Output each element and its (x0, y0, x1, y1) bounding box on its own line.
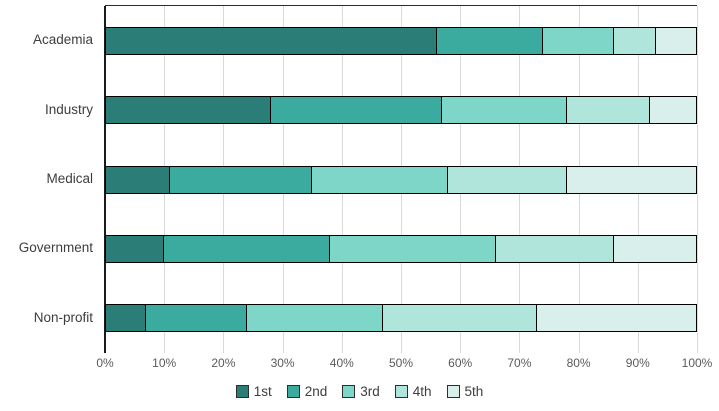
x-tick-label: 80% (566, 356, 591, 370)
stacked-bar-government (105, 234, 697, 263)
x-tick-label: 40% (329, 356, 354, 370)
legend-label: 4th (412, 383, 432, 399)
x-tick-label: 70% (507, 356, 532, 370)
bar-segment-1st (105, 304, 147, 333)
bar-segment-5th (566, 165, 697, 194)
bar-segment-3rd (329, 234, 496, 263)
bar-segment-1st (105, 234, 165, 263)
bar-segment-4th (448, 165, 567, 194)
legend-label: 1st (253, 383, 272, 399)
bar-segment-5th (614, 234, 697, 263)
bar-segment-1st (105, 165, 171, 194)
legend-label: 2nd (304, 383, 328, 399)
x-axis-ticks: 0% 10% 20% 30% 40% 50% 60% 70% 80% 90% 100% (96, 356, 712, 374)
plot-area (104, 5, 698, 353)
stacked-bar-industry (105, 96, 697, 125)
x-tick-label: 60% (448, 356, 473, 370)
bar-segment-3rd (247, 304, 384, 333)
category-label: Industry (44, 101, 93, 117)
bar-segment-4th (495, 234, 615, 263)
bar-segment-2nd (164, 234, 330, 263)
bar-segment-2nd (170, 165, 313, 194)
bar-segment-3rd (442, 96, 567, 125)
stacked-bar-non-profit (105, 304, 697, 333)
x-tick-label: 10% (152, 356, 177, 370)
bar-segment-5th (537, 304, 697, 333)
bar-row (105, 284, 697, 353)
category-label: Government (18, 240, 93, 256)
bar-segment-5th (649, 96, 697, 125)
x-tick-label: 50% (388, 356, 414, 370)
legend: 1st 2nd 3rd 4th 5th (0, 380, 719, 402)
legend-swatch-icon (342, 384, 356, 398)
bar-segment-5th (655, 26, 697, 55)
y-axis-labels: Academia Industry Medical Government Non-pro… (0, 5, 93, 352)
bar-segment-2nd (436, 26, 544, 55)
x-tick-label: 100% (681, 356, 713, 370)
legend-item-1st: 1st (235, 383, 272, 399)
legend-item-3rd: 3rd (342, 384, 380, 399)
bar-segment-4th (383, 304, 538, 333)
bar-row (105, 75, 697, 144)
bar-segment-1st (105, 26, 437, 55)
legend-swatch-icon (446, 384, 460, 398)
stacked-bar-academia (105, 26, 697, 55)
legend-item-2nd: 2nd (286, 383, 328, 399)
legend-swatch-icon (235, 384, 249, 398)
bar-segment-3rd (312, 165, 449, 194)
bar-row (105, 6, 697, 75)
bar-segment-3rd (543, 26, 615, 55)
x-tick-label: 30% (270, 356, 295, 370)
x-tick-label: 90% (625, 356, 650, 370)
legend-label: 5th (464, 383, 484, 399)
legend-swatch-icon (394, 384, 408, 398)
category-label: Medical (46, 171, 93, 187)
bar-segment-4th (614, 26, 656, 55)
bar-segment-2nd (270, 96, 443, 125)
category-label: Academia (32, 32, 93, 48)
bars-container (105, 6, 697, 353)
x-tick-label: 0% (96, 356, 114, 370)
bar-segment-4th (566, 96, 650, 125)
legend-item-4th: 4th (394, 383, 432, 399)
legend-swatch-icon (286, 384, 300, 398)
legend-item-5th: 5th (446, 383, 484, 399)
stacked-bar-medical (105, 165, 697, 194)
gridline (697, 6, 698, 353)
bar-row (105, 145, 697, 214)
bar-segment-2nd (146, 304, 248, 333)
bar-row (105, 214, 697, 283)
bar-segment-1st (105, 96, 271, 125)
legend-label: 3rd (360, 383, 380, 399)
category-label: Non-profit (33, 309, 93, 325)
x-tick-label: 20% (211, 356, 236, 370)
